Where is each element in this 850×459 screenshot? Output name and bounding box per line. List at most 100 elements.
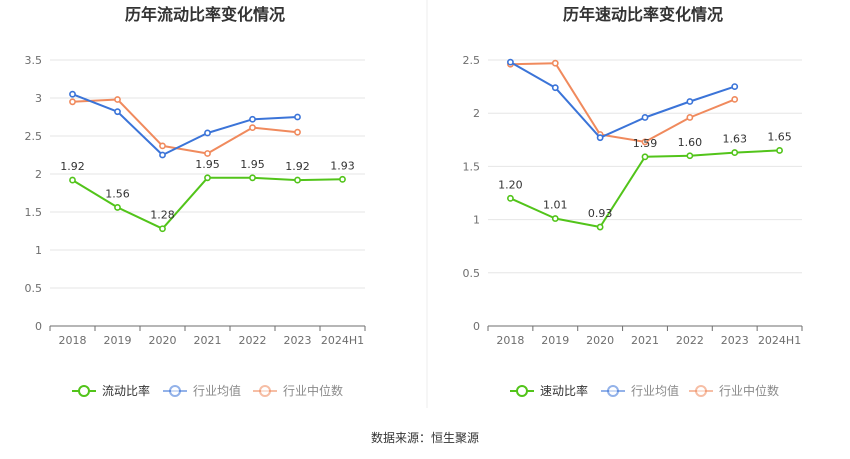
data-point-avg	[596, 134, 604, 142]
data-label: 1.65	[767, 130, 792, 143]
data-point-main	[731, 149, 739, 156]
data-point-median	[641, 138, 649, 146]
legend-label: 行业中位数	[283, 383, 343, 398]
data-label: 1.95	[240, 158, 265, 171]
x-tick-label: 2023	[284, 334, 312, 347]
data-point-main	[249, 174, 256, 182]
legend-marker	[695, 385, 707, 397]
y-tick-label: 3.5	[25, 54, 43, 67]
data-label: 1.20	[498, 178, 523, 191]
legend-item-median[interactable]: 行业中位数	[253, 383, 343, 398]
y-tick-label: 0.5	[25, 282, 43, 295]
data-point-avg	[204, 129, 211, 137]
data-label: 1.92	[285, 160, 310, 173]
legend-marker	[169, 385, 181, 397]
x-tick-label: 2022	[239, 334, 267, 347]
data-point-avg	[507, 58, 514, 66]
data-point-main	[686, 152, 694, 160]
data-point-main	[339, 175, 346, 183]
data-point-median	[551, 59, 559, 67]
series-line-avg	[509, 61, 736, 139]
legend-marker	[259, 385, 271, 397]
data-point-main	[507, 194, 514, 202]
data-point-avg	[551, 84, 559, 92]
y-tick-label: 1	[35, 244, 42, 257]
series-line-main	[509, 149, 780, 228]
y-tick-label: 0.5	[463, 267, 481, 280]
legend-marker	[516, 385, 528, 397]
y-tick-label: 2.5	[25, 130, 43, 143]
chart-title: 历年流动比率变化情况	[125, 5, 285, 24]
legend-label: 流动比率	[102, 383, 150, 398]
legend-item-median[interactable]: 行业中位数	[689, 383, 779, 398]
legend-label: 行业均值	[193, 383, 241, 398]
data-point-main	[641, 153, 649, 161]
data-point-main	[159, 225, 166, 233]
x-tick-label: 2021	[631, 334, 659, 347]
x-tick-label: 2019	[541, 334, 569, 347]
data-point-avg	[69, 90, 76, 98]
data-point-median	[294, 128, 301, 136]
data-point-median	[69, 98, 76, 106]
legend-label: 行业中位数	[719, 383, 779, 398]
x-tick-label: 2021	[194, 334, 222, 347]
x-tick-label: 2018	[59, 334, 87, 347]
data-point-main	[114, 204, 121, 211]
legend-item-avg[interactable]: 行业均值	[601, 383, 679, 398]
y-tick-label: 1	[473, 214, 480, 227]
data-point-avg	[731, 83, 739, 90]
y-tick-label: 2	[35, 168, 42, 181]
data-point-avg	[294, 113, 301, 121]
data-point-avg	[686, 98, 694, 105]
data-label: 1.95	[195, 158, 220, 171]
chart-panel-1: 历年流动比率变化情况 0 0.5 1 1.5 2 2.5 3 3.5 2018 2019 2020 20…	[25, 5, 366, 398]
x-tick-label: 2023	[721, 334, 749, 347]
data-point-main	[776, 147, 783, 154]
series-line-avg	[72, 93, 298, 156]
series-line-main	[71, 176, 343, 230]
data-point-main	[69, 176, 76, 184]
chart-panel-2: 历年速动比率变化情况 0 0.5 1 1.5 2 2.5 2018 2019 2020 2021 20…	[463, 5, 803, 398]
series-line-median	[72, 98, 298, 155]
x-tick-label: 2018	[496, 334, 524, 347]
y-tick-label: 1.5	[25, 206, 43, 219]
data-label: 1.28	[150, 209, 175, 222]
series-line-median	[510, 62, 736, 143]
data-point-main	[551, 215, 559, 222]
data-label: 1.92	[60, 160, 85, 173]
legend-item-avg[interactable]: 行业均值	[163, 383, 241, 398]
legend-label: 速动比率	[540, 383, 588, 398]
x-tick-label: 2022	[676, 334, 704, 347]
legend-item-main[interactable]: 流动比率	[72, 383, 150, 398]
data-point-main	[596, 223, 604, 231]
data-point-median	[249, 124, 256, 132]
data-label: 1.01	[543, 199, 568, 212]
data-label: 1.60	[678, 136, 703, 149]
data-point-median	[731, 95, 739, 103]
y-tick-label: 0	[35, 320, 42, 333]
y-tick-label: 1.5	[463, 160, 481, 173]
legend-marker	[78, 385, 90, 397]
data-point-main	[294, 176, 301, 184]
data-point-median	[686, 114, 694, 121]
data-point-avg	[114, 108, 121, 116]
y-tick-label: 2.5	[463, 54, 481, 67]
data-label: 1.56	[105, 187, 130, 200]
x-tick-label: 2024H1	[321, 334, 364, 347]
data-point-avg	[641, 114, 649, 121]
chart-title: 历年速动比率变化情况	[563, 5, 723, 24]
y-tick-label: 0	[473, 320, 480, 333]
y-tick-label: 2	[473, 107, 480, 120]
data-point-avg	[249, 115, 256, 123]
legend-item-main[interactable]: 速动比率	[510, 383, 588, 398]
data-point-main	[204, 174, 211, 182]
y-tick-label: 3	[35, 92, 42, 105]
data-point-median	[159, 142, 166, 150]
data-source-label: 数据来源：恒生聚源	[371, 430, 479, 445]
legend-label: 行业均值	[631, 383, 679, 398]
x-tick-label: 2020	[586, 334, 614, 347]
data-label: 1.93	[330, 159, 355, 172]
x-tick-label: 2024H1	[758, 334, 801, 347]
x-tick-label: 2020	[149, 334, 177, 347]
